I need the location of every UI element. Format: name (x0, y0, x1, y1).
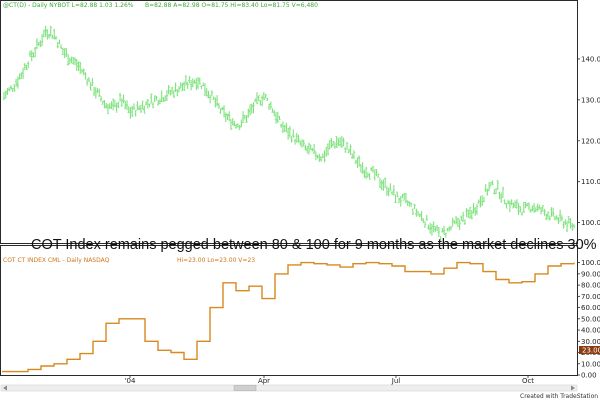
x-tick-label: Oct (522, 377, 534, 385)
scrollbar-thumb[interactable] (233, 385, 257, 391)
cot-tick-label: 0.00 (581, 372, 597, 380)
cot-tick-label: 90.00 (581, 270, 600, 278)
cot-index-line (2, 261, 575, 373)
price-tick-label: 110.00 (581, 178, 600, 186)
cot-tick-label: 70.00 (581, 293, 600, 301)
cot-header-left: COT CT INDEX CML - Daily NASDAQ (3, 257, 110, 264)
x-axis-ticks: '04 Apr Jul Oct (125, 375, 534, 385)
scroll-right-arrow-icon[interactable] (571, 385, 575, 391)
x-tick-label: Jul (391, 377, 401, 385)
last-value-badge (579, 346, 600, 354)
cot-pane-frame (0, 245, 578, 376)
x-tick-label: Apr (258, 377, 270, 385)
cot-tick-label: 60.00 (581, 304, 600, 312)
cot-tick-label: 80.00 (581, 282, 600, 290)
price-bar-series (2, 25, 576, 241)
price-header-left: @CT(D) - Daily NYBOT L=82.88 1.03 1.26% (3, 2, 134, 9)
price-header-right: B=82.88 A=82.98 O=81.75 Hi=83.40 Lo=81.7… (145, 2, 318, 9)
cot-tick-label: 40.00 (581, 327, 600, 335)
x-tick-label: '04 (125, 377, 136, 385)
scroll-left-arrow-icon[interactable] (3, 385, 7, 391)
cot-axis-ticks: 100.00 90.00 80.00 70.00 60.00 50.00 40.00 30.0… (577, 259, 600, 380)
price-tick-label: 120.00 (581, 137, 600, 145)
cot-tick-label: 50.00 (581, 315, 600, 323)
cot-tick-label: 30.00 (581, 338, 600, 346)
cot-index-series (2, 261, 575, 373)
cot-tick-label: 100.00 (581, 259, 600, 267)
last-value-badge-label: 23.00 (582, 347, 600, 355)
cot-tick-label: 10.00 (581, 360, 600, 368)
price-tick-label: 100.00 (581, 219, 600, 227)
credit-text: Created with TradeStation (520, 393, 598, 400)
price-pane-frame (0, 0, 578, 244)
price-tick-label: 140.00 (581, 55, 600, 63)
price-tick-label: 130.00 (581, 96, 600, 104)
scrollbar-track[interactable] (0, 384, 578, 392)
price-axis-ticks: 140.00 130.00 120.00 110.00 100.00 (577, 55, 600, 227)
cot-header-right: Hi=23.00 Lo=23.00 V=23 (177, 257, 255, 264)
chart-annotation: COT Index remains pegged between 80 & 10… (31, 237, 597, 253)
